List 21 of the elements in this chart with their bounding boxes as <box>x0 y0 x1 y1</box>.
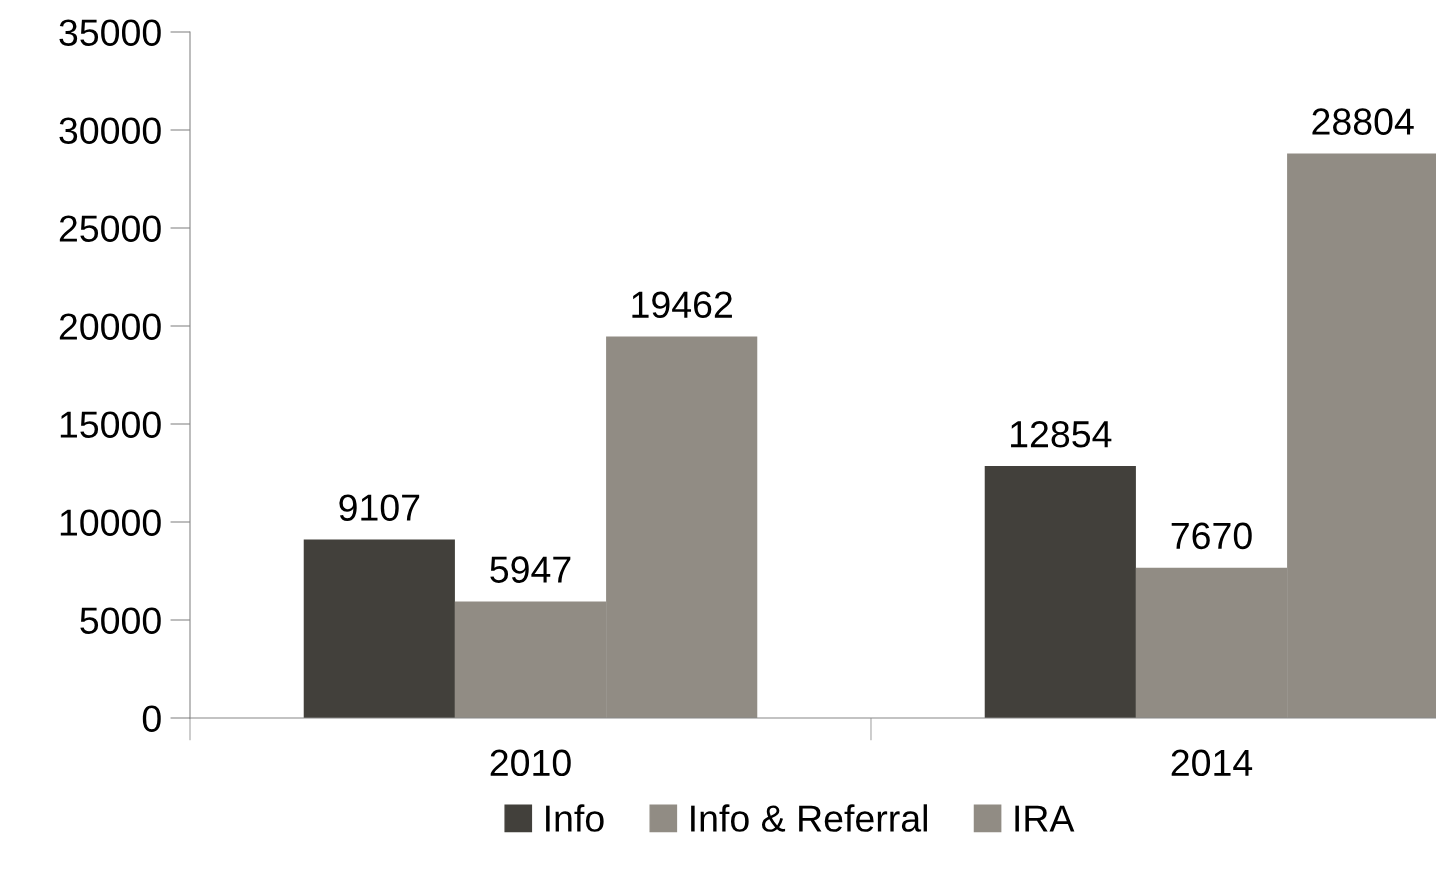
legend-label: Info <box>546 804 604 832</box>
y-tick-label: 15000 <box>60 411 161 438</box>
data-label: 5947 <box>490 556 571 583</box>
x-tick-label: 2014 <box>1171 749 1253 777</box>
y-tick-label: 0 <box>142 705 161 732</box>
y-tick-label: 5000 <box>80 607 161 634</box>
legend-label: Info & Referral <box>691 804 927 832</box>
bar <box>303 539 455 718</box>
data-label: 19462 <box>632 291 732 319</box>
data-label: 28804 <box>1312 108 1414 135</box>
y-tick-label: 10000 <box>60 509 161 536</box>
bar <box>984 466 1136 718</box>
data-label: 12854 <box>1011 420 1112 448</box>
y-tick-label: 35000 <box>59 19 161 46</box>
x-tick-label: 2010 <box>490 749 571 777</box>
y-tick-label: 20000 <box>59 313 161 340</box>
data-label: 7670 <box>1171 522 1252 550</box>
y-tick-label: 30000 <box>59 117 161 144</box>
y-tick-label: 25000 <box>59 215 161 242</box>
data-label: 9107 <box>339 494 420 521</box>
legend-label: IRA <box>1015 805 1075 832</box>
